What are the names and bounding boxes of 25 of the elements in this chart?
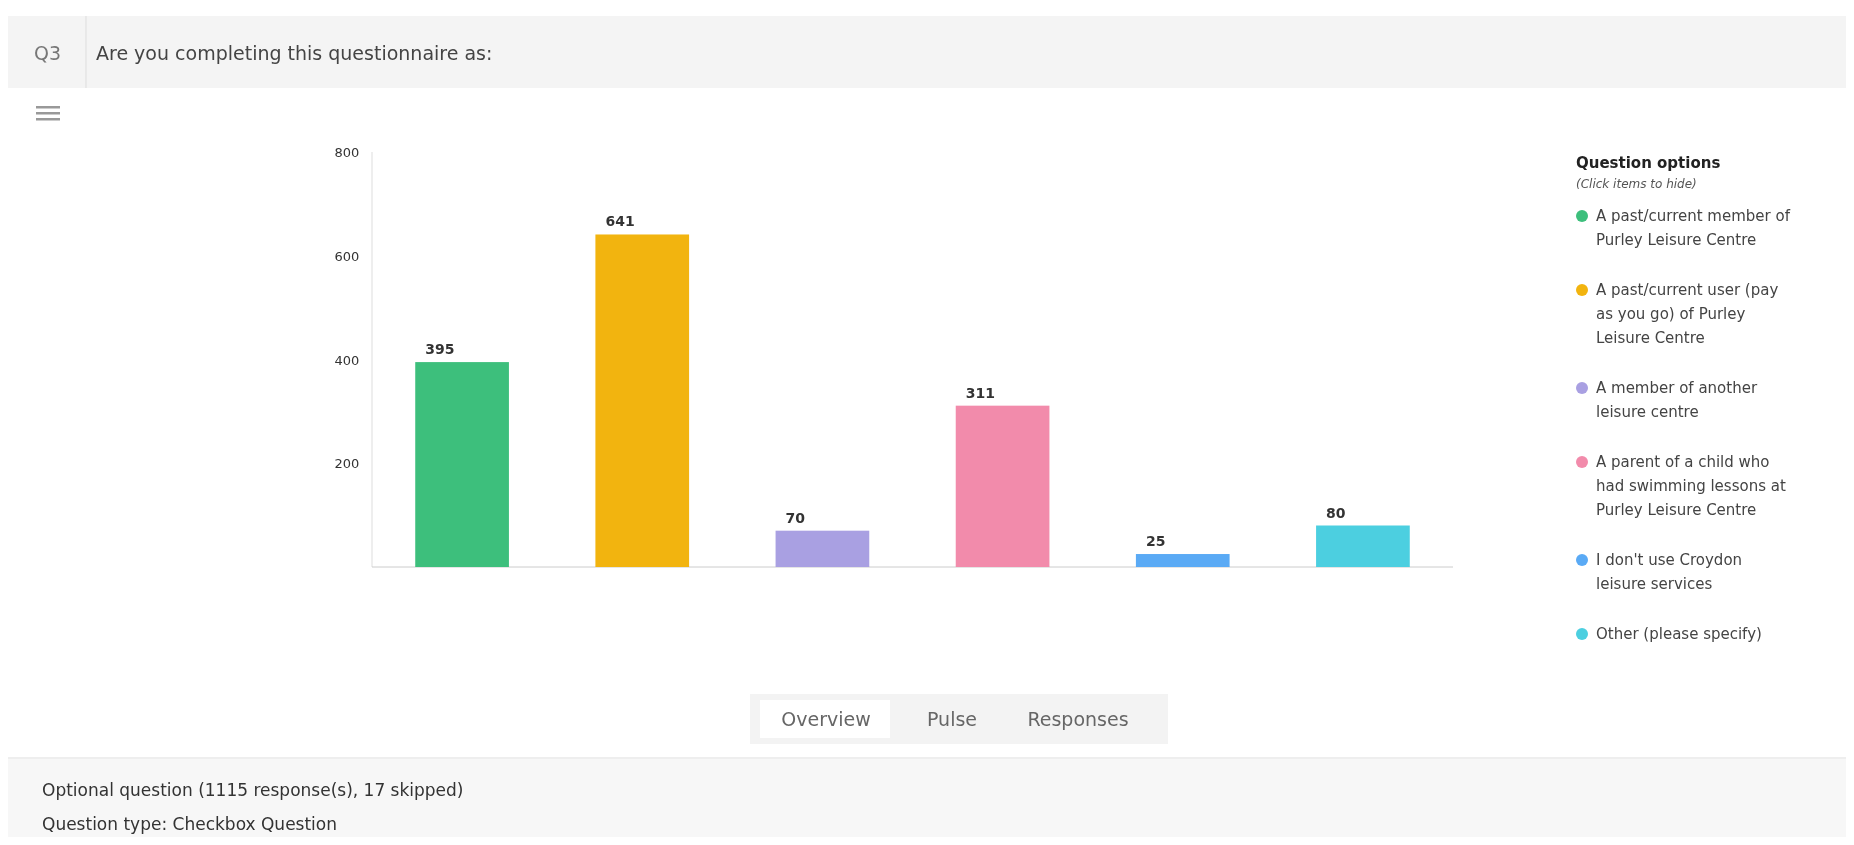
legend-label: Other (please specify)	[1596, 625, 1762, 643]
legend-label: A past/current user (pay as you go) of Purley Leisure Centre	[1596, 281, 1779, 347]
data-label: 80	[1326, 504, 1346, 521]
text: Overview	[781, 708, 871, 730]
y-tick-label: 200	[334, 456, 360, 472]
legend-label: I don't use Croydon leisure services	[1596, 551, 1743, 593]
y-tick-label: 600	[334, 248, 360, 264]
chart-title: Are you completing this questionnaire as:	[96, 42, 493, 64]
y-tick-label: 800	[334, 145, 360, 160]
legend-label: A past/current member of Purley Leisure Centre	[1596, 207, 1791, 249]
text: Pulse	[926, 708, 978, 730]
legend-title: Question options	[1576, 154, 1721, 172]
text: Q3	[34, 42, 62, 64]
legend-label: A parent of a child who had swimming lessons at Purley Leisure Centre	[1596, 453, 1786, 519]
legend-label: A member of another leisure centre	[1596, 379, 1758, 421]
text: Responses	[1027, 708, 1129, 730]
y-tick-label: 400	[334, 352, 360, 368]
data-label: 395	[425, 341, 455, 358]
data-label: 70	[785, 509, 806, 526]
text: (Click items to hide)	[1576, 177, 1697, 191]
text: Optional question (1115 response(s), 17 skipped)	[42, 780, 464, 800]
data-label: 25	[1145, 533, 1166, 550]
text: Question type: Checkbox Question	[42, 814, 338, 834]
data-label: 641	[605, 213, 635, 230]
data-label: 311	[965, 384, 995, 401]
